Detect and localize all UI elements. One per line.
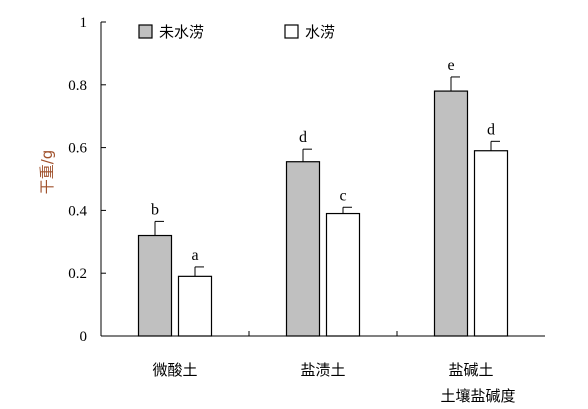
- y-tick-label: 0.4: [68, 203, 87, 219]
- significance-label: b: [151, 201, 159, 218]
- significance-label: e: [447, 57, 454, 74]
- x-category-label: 盐渍土: [300, 361, 345, 379]
- bar: [325, 212, 361, 337]
- y-tick-label: 1: [80, 15, 88, 31]
- bar: [285, 161, 321, 337]
- x-category-label: 盐碱土: [448, 361, 493, 379]
- bars: b a d c e d: [137, 57, 509, 337]
- y-axis-label: 干重/g: [38, 150, 56, 195]
- x-axis-label: 土壤盐碱度: [440, 387, 515, 405]
- legend-label: 未水涝: [159, 23, 204, 41]
- legend-swatch: [138, 24, 153, 39]
- bar: [177, 275, 213, 337]
- legend-label: 水涝: [305, 23, 335, 41]
- legend: 未水涝 水涝: [138, 23, 335, 41]
- y-tick-label: 0: [80, 329, 88, 345]
- y-tick-label: 0.6: [68, 141, 87, 157]
- y-tick-label: 0.2: [68, 266, 87, 282]
- significance-label: d: [299, 129, 307, 146]
- legend-swatch: [284, 24, 299, 39]
- axes: 0 0.2 0.4 0.6 0.8 1 微酸土 盐渍土 盐碱土: [68, 15, 545, 379]
- x-category-label: 微酸土: [152, 361, 197, 379]
- significance-label: c: [339, 187, 346, 204]
- significance-label: d: [487, 121, 495, 138]
- bar: [473, 150, 509, 337]
- bar: [433, 90, 469, 337]
- significance-label: a: [191, 247, 198, 264]
- y-tick-label: 0.8: [68, 78, 87, 94]
- bar: [137, 234, 173, 337]
